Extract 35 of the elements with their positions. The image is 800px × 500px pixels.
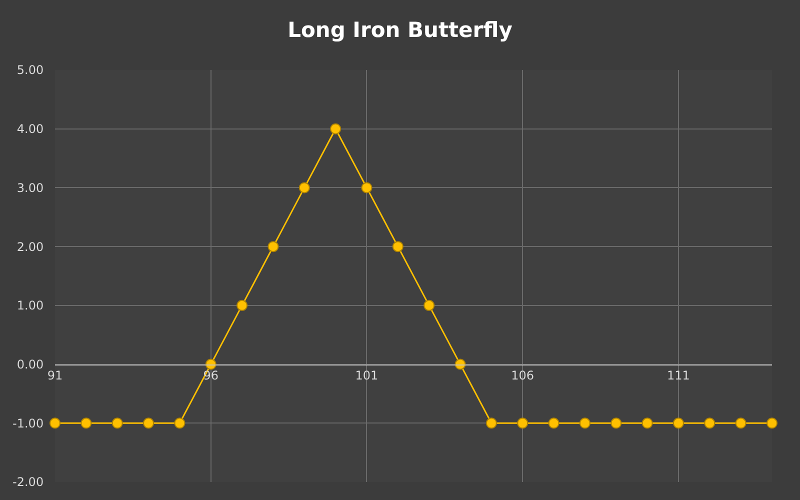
point [330, 123, 342, 134]
x-tick-label: 101 [355, 368, 378, 383]
point [174, 418, 186, 429]
point [610, 418, 622, 429]
point [642, 418, 653, 429]
point [236, 300, 248, 311]
point [486, 418, 497, 429]
point [80, 418, 92, 429]
point [361, 182, 372, 194]
point [143, 418, 154, 429]
point [392, 241, 404, 252]
y-tick-label: 4.00 [16, 122, 44, 136]
point [579, 418, 590, 429]
chart-title: Long Iron Butterfly [288, 18, 513, 42]
point [548, 418, 560, 429]
point [268, 241, 279, 252]
point [424, 300, 435, 311]
point [517, 418, 528, 429]
y-tick-label: -1.00 [12, 416, 44, 430]
y-tick-label: 2.00 [16, 240, 44, 254]
x-tick-label: 106 [511, 368, 534, 383]
point [704, 418, 716, 429]
point [112, 418, 123, 429]
y-tick-label: 5.00 [16, 63, 44, 78]
point [672, 418, 684, 429]
x-tick-label: 111 [667, 368, 690, 383]
point [298, 182, 310, 194]
y-tick-label: 3.00 [16, 180, 44, 195]
point [766, 418, 778, 429]
point [50, 418, 60, 429]
x-tick-label: 91 [47, 368, 63, 383]
y-tick-label: 0.00 [16, 357, 44, 372]
y-tick-label: 1.00 [16, 298, 44, 313]
y-tick-label: -2.00 [12, 475, 44, 490]
point [735, 418, 746, 429]
